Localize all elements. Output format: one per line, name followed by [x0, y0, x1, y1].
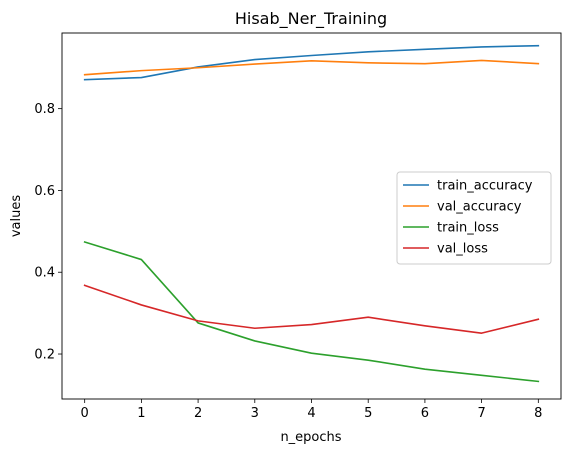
- x-tick-label: 4: [307, 406, 315, 421]
- y-tick-label: 0.6: [34, 184, 55, 199]
- plot-frame: [61, 32, 562, 400]
- x-tick-label: 8: [534, 406, 542, 421]
- x-tick-label: 0: [81, 406, 89, 421]
- series-line-val-loss: [83, 284, 540, 334]
- y-tick-label: 0.4: [34, 266, 55, 281]
- x-axis: 0 1 2 3 4 5 6 7 8: [81, 399, 542, 421]
- legend-label: train_accuracy: [437, 179, 533, 194]
- x-tick-label: 2: [194, 406, 202, 421]
- series-line-val-accuracy: [83, 59, 540, 76]
- series-line-train-loss: [83, 240, 540, 383]
- x-tick-label: 7: [477, 406, 485, 421]
- series-line-train-accuracy: [83, 44, 540, 81]
- x-tick-label: 3: [251, 406, 259, 421]
- y-tick-label: 0.2: [34, 348, 55, 363]
- legend-label: train_loss: [437, 221, 499, 236]
- chart-title: Hisab_Ner_Training: [235, 9, 387, 29]
- y-tick-label: 0.8: [34, 102, 55, 117]
- series-lines: [83, 44, 540, 383]
- x-tick-label: 5: [364, 406, 372, 421]
- x-tick-label: 1: [137, 406, 145, 421]
- legend-label: val_accuracy: [437, 200, 522, 215]
- x-tick-label: 6: [421, 406, 429, 421]
- legend: train_accuracy val_accuracy train_loss val_…: [396, 171, 552, 265]
- x-axis-label: n_epochs: [280, 430, 341, 445]
- legend-label: val_loss: [437, 242, 488, 257]
- legend-box: [396, 171, 552, 265]
- y-axis-label: values: [9, 195, 24, 238]
- y-axis: 0.2 0.4 0.6 0.8: [34, 102, 62, 363]
